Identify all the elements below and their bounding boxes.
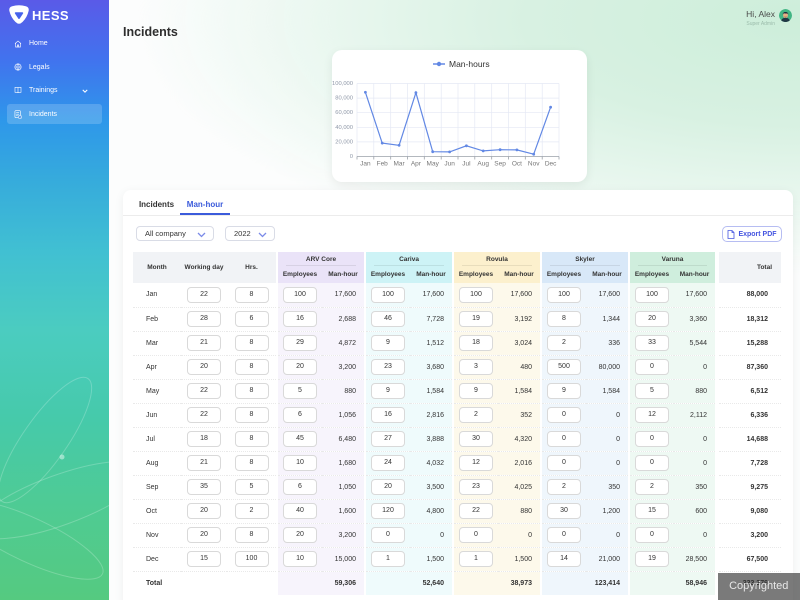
svg-text:20,000: 20,000 bbox=[335, 139, 353, 145]
svg-text:Apr: Apr bbox=[411, 161, 422, 168]
svg-text:Jun: Jun bbox=[444, 161, 455, 168]
svg-text:Man-hours: Man-hours bbox=[449, 59, 490, 69]
svg-text:0: 0 bbox=[350, 154, 353, 160]
svg-text:100,000: 100,000 bbox=[332, 81, 353, 87]
svg-text:Jan: Jan bbox=[360, 161, 371, 168]
svg-text:Mar: Mar bbox=[393, 161, 405, 168]
svg-text:60,000: 60,000 bbox=[335, 110, 353, 116]
svg-text:Dec: Dec bbox=[545, 161, 557, 168]
svg-text:80,000: 80,000 bbox=[335, 96, 353, 102]
svg-text:Nov: Nov bbox=[528, 161, 540, 168]
svg-text:Oct: Oct bbox=[512, 161, 522, 168]
svg-text:Feb: Feb bbox=[377, 161, 389, 168]
svg-text:40,000: 40,000 bbox=[335, 125, 353, 131]
svg-text:Jul: Jul bbox=[462, 161, 471, 168]
svg-text:Sep: Sep bbox=[494, 161, 506, 168]
svg-text:Aug: Aug bbox=[477, 161, 489, 168]
svg-text:May: May bbox=[427, 161, 440, 168]
